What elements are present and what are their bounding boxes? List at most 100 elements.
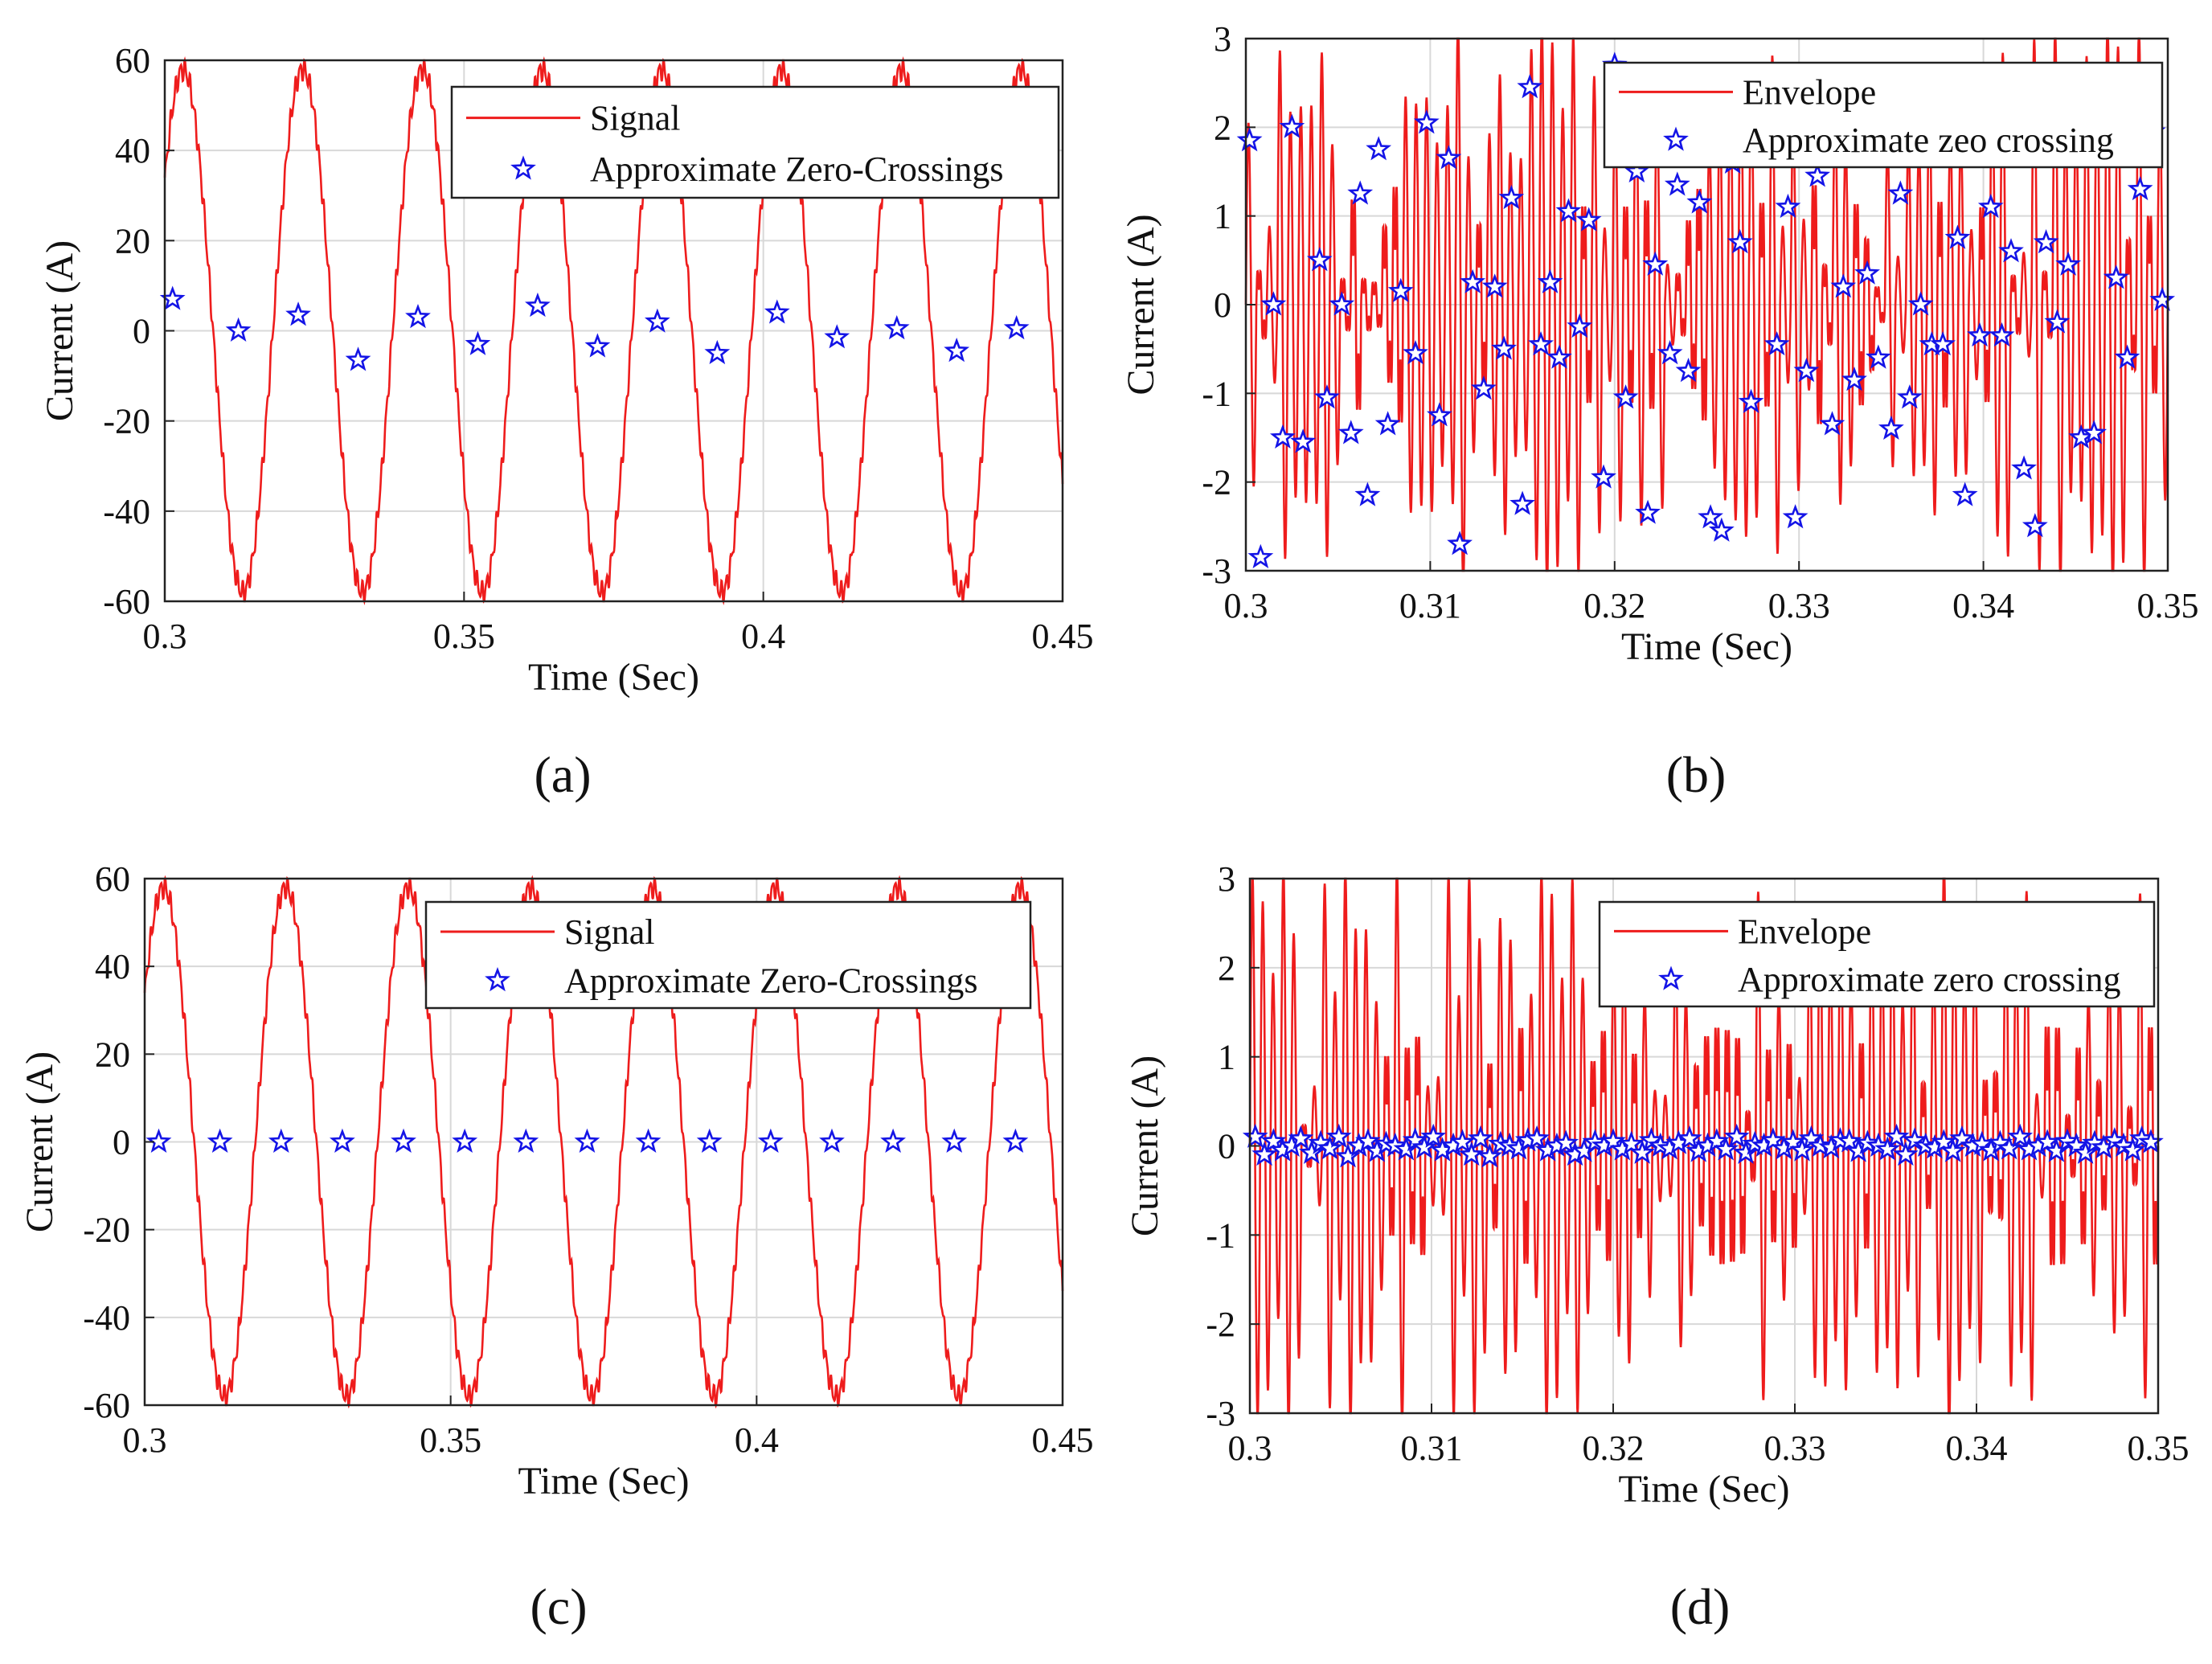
x-tick-label: 0.3 — [123, 1420, 167, 1460]
legend-marker-swatch — [485, 966, 510, 992]
legend-marker-swatch — [1663, 126, 1689, 151]
zero-crossing-marker — [1477, 1143, 1503, 1168]
zero-crossing-marker — [1329, 291, 1355, 316]
zero-crossing-marker — [1354, 482, 1381, 506]
y-axis-label: Current (A) — [1124, 1055, 1166, 1236]
zero-crossing-marker — [764, 299, 790, 324]
y-tick-label: -20 — [83, 1211, 130, 1250]
caption-b: (b) — [1666, 746, 1727, 803]
x-tick-label: 0.3 — [1228, 1428, 1272, 1468]
legend-marker-swatch — [510, 155, 536, 180]
zero-crossing-marker — [1306, 247, 1333, 272]
zero-crossing-marker — [1612, 384, 1639, 409]
zero-crossing-marker — [1698, 504, 1723, 529]
y-tick-label: -2 — [1202, 463, 1231, 502]
zero-crossing-marker — [1819, 411, 1845, 436]
x-tick-label: 0.45 — [1032, 1420, 1094, 1460]
zero-crossing-marker — [1498, 184, 1525, 210]
y-tick-label: 2 — [1214, 108, 1231, 147]
zero-crossing-marker — [345, 346, 371, 371]
x-axis-label: Time (Sec) — [528, 656, 699, 699]
zero-crossing-marker — [1629, 1139, 1656, 1164]
zero-crossing-marker — [1567, 313, 1593, 338]
zero-crossing-marker — [574, 1128, 600, 1154]
zero-crossing-marker — [2055, 251, 2082, 276]
y-tick-label: 3 — [1214, 19, 1231, 59]
zero-crossing-marker — [1686, 189, 1713, 214]
zero-crossing-marker — [1624, 158, 1650, 183]
legend-box — [450, 85, 1060, 199]
zero-crossing-marker — [465, 330, 491, 355]
legend-box — [1598, 900, 2156, 1008]
x-tick-label: 0.32 — [1583, 1428, 1645, 1468]
zero-crossing-marker — [1491, 335, 1518, 360]
zero-crossing-marker — [330, 1128, 355, 1154]
y-tick-label: 20 — [115, 221, 150, 260]
y-tick-label: 3 — [1218, 859, 1235, 899]
caption-a: (a) — [534, 746, 591, 803]
x-tick-label: 0.35 — [2128, 1428, 2189, 1468]
zero-crossing-marker — [405, 303, 431, 329]
zero-crossing-marker — [1830, 273, 1857, 298]
zero-crossing-marker — [1878, 415, 1904, 440]
zero-crossing-marker — [1003, 314, 1030, 340]
zero-crossing-marker — [1865, 344, 1891, 369]
chart-panel-d: 0.3 0.31 0.32 0.33 0.34 0.35 -3 -2 -1 0 1 2 3 Time (S… — [1124, 859, 2189, 1510]
x-tick-label: 0.31 — [1401, 1428, 1463, 1468]
x-tick-label: 0.33 — [1768, 586, 1830, 625]
zero-crossing-marker — [1977, 193, 2004, 219]
zero-crossing-marker — [1940, 1137, 1966, 1162]
y-tick-label: 60 — [95, 859, 130, 899]
legend-signal-label: Signal — [590, 99, 680, 138]
zero-crossing-marker — [880, 1128, 906, 1154]
legend-box — [1603, 61, 2164, 169]
zero-crossing-marker — [1002, 1128, 1029, 1154]
zero-crossing-marker — [2022, 513, 2048, 538]
zero-crossing-marker — [1260, 291, 1287, 316]
y-tick-label: -1 — [1206, 1215, 1235, 1255]
zero-crossing-marker — [285, 301, 311, 326]
y-tick-label: 0 — [1218, 1127, 1235, 1166]
y-tick-label: 60 — [115, 41, 150, 80]
zero-crossing-marker — [883, 314, 910, 340]
zero-crossing-marker — [1657, 339, 1683, 365]
zero-crossing-marker — [513, 1128, 539, 1154]
zero-crossing-marker — [1468, 1125, 1493, 1150]
legend-signal-label: Signal — [564, 912, 654, 952]
x-tick-label: 0.34 — [1946, 1428, 2008, 1468]
zero-crossing-marker — [1509, 490, 1535, 515]
zero-crossing-marker — [1874, 1136, 1901, 1161]
y-axis-label: Current (A) — [1120, 214, 1162, 395]
zero-crossing-marker — [1618, 1130, 1645, 1155]
zero-crossing-marker — [1553, 1129, 1579, 1154]
zero-crossing-marker — [525, 292, 551, 318]
zero-crossing-marker — [2033, 229, 2059, 254]
zero-crossing-marker — [1902, 1127, 1928, 1152]
zero-crossing-marker — [1952, 482, 1978, 506]
chart-panel-b: 0.3 0.31 0.32 0.33 0.34 0.35 -3 -2 -1 0 1 2 3 Time (S… — [1120, 19, 2199, 668]
zero-crossing-marker — [1883, 1123, 1910, 1148]
caption-d: (d) — [1670, 1578, 1731, 1635]
zero-crossing-marker — [1420, 1123, 1447, 1148]
x-tick-label: 0.3 — [1224, 586, 1268, 625]
zero-crossing-marker — [2034, 1129, 2061, 1154]
y-tick-label: -40 — [103, 492, 150, 531]
zero-crossing-marker — [1269, 424, 1296, 449]
zero-crossing-marker — [1789, 1137, 1815, 1162]
zero-crossing-marker — [1793, 358, 1820, 383]
x-tick-label: 0.35 — [420, 1420, 481, 1460]
zero-crossing-marker — [584, 333, 611, 358]
zero-crossing-marker — [1967, 322, 1993, 347]
zero-crossing-marker — [1907, 291, 1934, 316]
zero-crossing-marker — [2120, 1137, 2146, 1162]
zero-crossing-marker — [2044, 309, 2071, 334]
zero-crossing-marker — [1460, 268, 1486, 293]
zero-crossing-marker — [2127, 175, 2153, 201]
legend: Envelope Approximate zero crossing — [1598, 900, 2156, 1008]
zero-crossing-marker — [1738, 388, 1764, 413]
y-tick-label: -2 — [1206, 1305, 1235, 1344]
x-tick-label: 0.35 — [433, 617, 495, 656]
zero-crossing-marker — [1471, 375, 1497, 400]
zero-crossing-marker — [2149, 286, 2176, 312]
